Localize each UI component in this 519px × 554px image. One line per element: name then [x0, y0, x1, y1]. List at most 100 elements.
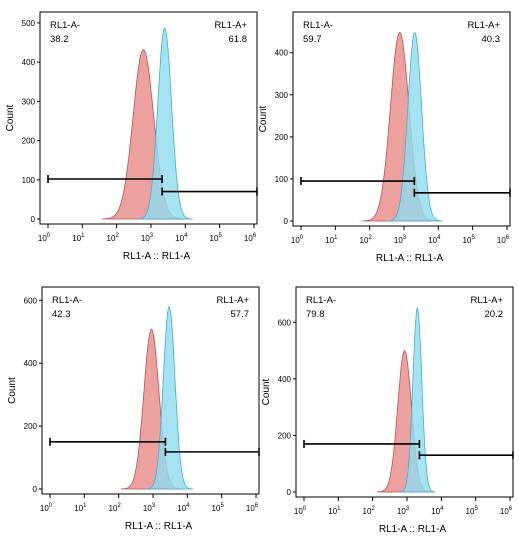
x-tick-base: 10 [107, 234, 116, 243]
x-tick-label: 100 [294, 506, 307, 516]
x-tick-label: 101 [72, 233, 85, 243]
x-axis-title: RL1-A :: RL1-A [376, 253, 444, 264]
x-tick-exponent: 6 [253, 233, 257, 239]
x-tick-base: 10 [497, 236, 506, 245]
x-tick-base: 10 [109, 504, 118, 513]
x-tick-label: 100 [40, 503, 53, 513]
y-tick-label: 0 [284, 217, 289, 226]
x-tick-exponent: 3 [150, 233, 154, 239]
gate-1 [47, 175, 163, 183]
x-tick-base: 10 [363, 507, 372, 516]
x-tick-base: 10 [141, 234, 150, 243]
x-tick-exponent: 0 [303, 506, 307, 512]
gate-label-negative: RL1-A- [50, 20, 80, 31]
x-tick-base: 10 [431, 507, 440, 516]
x-tick-exponent: 1 [81, 233, 85, 239]
histogram-series-2 [399, 306, 435, 493]
x-tick-label: 101 [328, 506, 341, 516]
x-tick-label: 106 [497, 235, 510, 245]
y-axis-title: Count [7, 377, 18, 404]
y-tick-label: 0 [287, 488, 292, 497]
x-tick-label: 106 [244, 233, 257, 243]
gate-label-positive: RL1-A+ [215, 20, 248, 31]
x-tick-exponent: 2 [117, 503, 121, 509]
x-tick-exponent: 0 [300, 235, 304, 241]
x-tick-base: 10 [397, 507, 406, 516]
gate-label-positive: RL1-A+ [217, 295, 250, 306]
gate-value-negative: 42.3 [52, 309, 71, 320]
x-tick-base: 10 [291, 236, 300, 245]
x-tick-base: 10 [466, 507, 475, 516]
gate-1 [300, 177, 416, 186]
x-tick-base: 10 [246, 504, 255, 513]
x-tick-exponent: 5 [474, 506, 478, 512]
histogram-series-2 [136, 27, 193, 220]
x-axis-title: RL1-A :: RL1-A [379, 524, 447, 535]
x-tick-label: 104 [177, 503, 190, 513]
x-tick-label: 102 [109, 503, 122, 513]
x-tick-exponent: 3 [152, 503, 156, 509]
gate-value-positive: 57.7 [231, 309, 250, 320]
x-tick-label: 105 [463, 235, 476, 245]
histogram-series-2 [145, 305, 193, 490]
y-tick-label: 100 [22, 176, 36, 185]
gate-2 [413, 188, 511, 197]
x-tick-base: 10 [428, 236, 437, 245]
gate-value-positive: 40.3 [482, 34, 501, 45]
x-tick-base: 10 [500, 507, 509, 516]
x-tick-exponent: 5 [220, 503, 224, 509]
y-tick-label: 600 [24, 296, 38, 305]
x-tick-exponent: 1 [83, 503, 87, 509]
x-tick-label: 104 [175, 233, 188, 243]
x-tick-label: 100 [291, 235, 304, 245]
gate-label-negative: RL1-A- [52, 295, 82, 306]
y-tick-label: 300 [275, 91, 289, 100]
y-tick-label: 400 [24, 359, 38, 368]
x-tick-label: 101 [74, 503, 87, 513]
plot-frame [295, 286, 514, 498]
x-tick-exponent: 6 [506, 235, 510, 241]
x-tick-label: 102 [107, 233, 120, 243]
x-tick-base: 10 [177, 504, 186, 513]
x-tick-label: 103 [143, 503, 156, 513]
gate-value-positive: 20.2 [485, 309, 504, 320]
x-tick-base: 10 [360, 236, 369, 245]
x-tick-base: 10 [40, 504, 49, 513]
x-tick-base: 10 [244, 234, 253, 243]
x-tick-base: 10 [325, 236, 334, 245]
x-tick-label: 105 [466, 506, 479, 516]
x-tick-exponent: 4 [184, 233, 188, 239]
x-tick-base: 10 [463, 236, 472, 245]
histogram-series-2 [386, 31, 443, 222]
y-tick-label: 400 [278, 375, 292, 384]
y-tick-label: 300 [22, 97, 36, 106]
x-tick-base: 10 [210, 234, 219, 243]
x-tick-exponent: 0 [47, 233, 51, 239]
gate-label-negative: RL1-A- [303, 20, 333, 31]
gate-value-negative: 59.7 [303, 34, 322, 45]
x-tick-base: 10 [74, 504, 83, 513]
x-tick-exponent: 3 [403, 235, 407, 241]
gate-1 [49, 437, 167, 446]
x-tick-exponent: 2 [368, 235, 372, 241]
x-axis-title: RL1-A :: RL1-A [125, 521, 193, 532]
x-tick-base: 10 [175, 234, 184, 243]
y-axis-title: Count [261, 378, 272, 405]
x-tick-label: 103 [394, 235, 407, 245]
x-tick-exponent: 2 [371, 506, 375, 512]
y-tick-label: 200 [24, 422, 38, 431]
x-tick-label: 103 [141, 233, 154, 243]
x-tick-label: 105 [212, 503, 225, 513]
x-tick-label: 106 [500, 506, 513, 516]
x-tick-base: 10 [394, 236, 403, 245]
x-tick-base: 10 [212, 504, 221, 513]
x-tick-label: 104 [428, 235, 441, 245]
gate-value-positive: 61.8 [229, 34, 248, 45]
x-tick-exponent: 1 [334, 235, 338, 241]
gate-2 [418, 451, 514, 460]
x-tick-base: 10 [72, 234, 81, 243]
